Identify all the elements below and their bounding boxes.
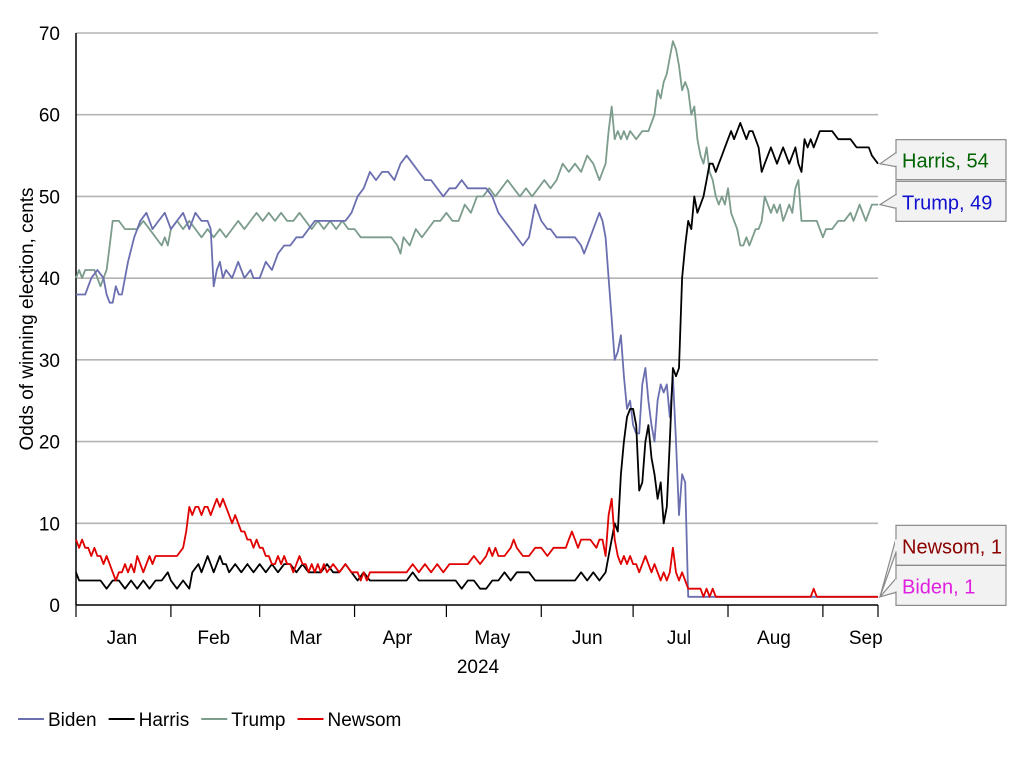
series-line-trump [75, 40, 878, 288]
month-labels: Jan Feb Mar Apr May Jun Jul Aug Sep [107, 628, 883, 649]
callout-box [895, 180, 1007, 222]
callout-pointer [878, 193, 897, 209]
legend-label: Harris [139, 710, 190, 731]
callout-box [895, 139, 1007, 181]
legend-item-harris: Harris [108, 710, 190, 731]
month-label: Mar [289, 628, 322, 649]
callout-newsom: Newsom, 1 [879, 524, 1007, 598]
legend-item-trump: Trump [201, 710, 285, 731]
y-tick-label: 10 [39, 514, 60, 535]
x-axis [75, 604, 879, 617]
callout-pointer [878, 577, 897, 598]
callout-label: Newsom, 1 [902, 536, 1002, 558]
month-label: Jun [572, 628, 603, 649]
month-label: Apr [383, 628, 413, 649]
legend-label: Biden [48, 710, 97, 731]
series-line-biden [76, 154, 878, 598]
callout-label: Harris, 54 [902, 151, 989, 173]
y-tick-labels: 0 10 20 30 40 50 60 70 [39, 24, 60, 617]
callout-box [895, 564, 1007, 606]
legend-label: Trump [231, 710, 285, 731]
callout-trump: Trump, 49 [878, 180, 1007, 222]
y-tick-label: 70 [39, 24, 60, 45]
y-tick-label: 40 [39, 269, 60, 290]
y-tick-label: 30 [39, 351, 60, 372]
x-axis-title: 2024 [457, 657, 500, 678]
y-tick-label: 60 [39, 106, 60, 127]
callout-pointer [878, 152, 897, 168]
y-tick-label: 0 [49, 596, 60, 617]
callouts: Harris, 54 Trump, 49 Newsom, 1 Biden, 1 [878, 139, 1007, 606]
gridlines [76, 32, 878, 525]
legend-label: Newsom [327, 710, 401, 731]
month-label: Aug [757, 628, 791, 649]
callout-label: Biden, 1 [902, 576, 975, 598]
callout-biden: Biden, 1 [878, 564, 1007, 606]
legend-item-newsom: Newsom [297, 710, 401, 731]
legend: Biden Harris Trump Newsom [18, 710, 401, 731]
month-label: Sep [849, 628, 883, 649]
month-label: Feb [197, 628, 230, 649]
y-axis-title: Odds of winning election, cents [17, 188, 38, 451]
callout-label: Trump, 49 [902, 192, 992, 214]
month-label: Jul [667, 628, 691, 649]
series-line-harris [75, 122, 879, 590]
series-lines [75, 40, 879, 598]
legend-item-biden: Biden [18, 710, 97, 731]
y-tick-label: 50 [39, 187, 60, 208]
month-label: Jan [107, 628, 138, 649]
series-line-newsom [75, 497, 878, 598]
month-label: May [474, 628, 510, 649]
y-tick-label: 20 [39, 433, 60, 454]
callout-harris: Harris, 54 [878, 139, 1007, 181]
